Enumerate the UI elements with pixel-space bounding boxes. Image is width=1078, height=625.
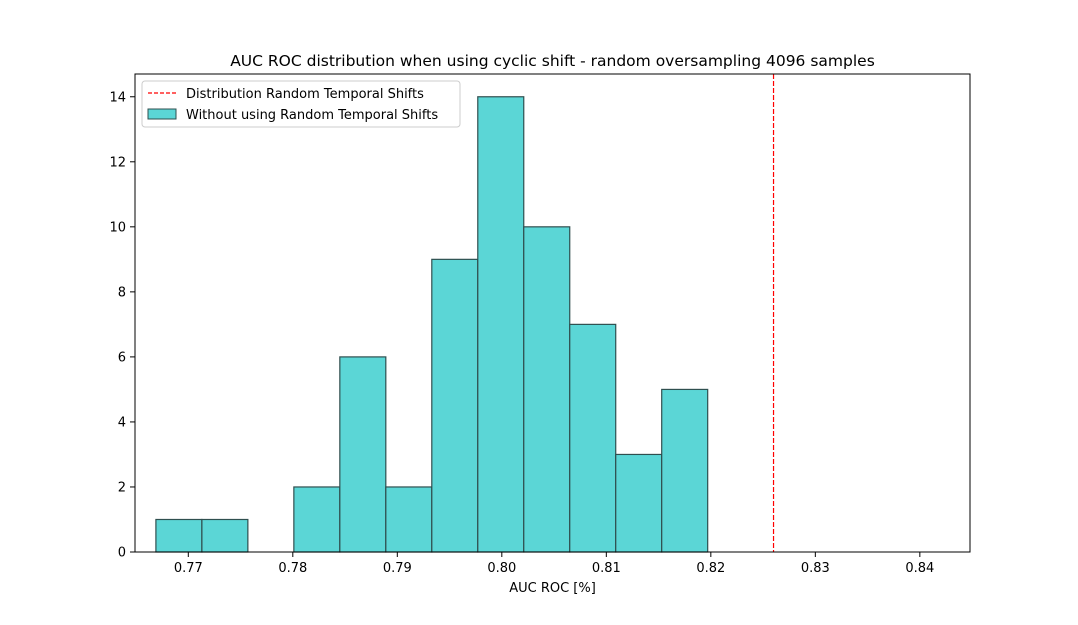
histogram-bar (523, 226, 571, 553)
legend-label-histogram: Without using Random Temporal Shifts (186, 108, 438, 123)
y-tick-label: 12 (109, 155, 126, 170)
x-tick-label: 0.83 (801, 561, 830, 576)
y-tick-label: 0 (118, 546, 126, 561)
x-tick-label: 0.78 (278, 561, 307, 576)
y-axis-ticks: 0 2 4 6 8 10 12 14 (109, 90, 135, 561)
x-tick-label: 0.81 (592, 561, 621, 576)
x-axis-ticks: 0.77 0.78 0.79 0.80 0.81 0.82 0.83 0.84 (174, 552, 934, 576)
histogram-bar (431, 258, 479, 553)
legend: Distribution Random Temporal Shifts With… (141, 80, 461, 128)
histogram-bar (155, 518, 203, 553)
x-axis-label: AUC ROC [%] (509, 581, 596, 596)
legend-bar-swatch (147, 108, 177, 120)
x-tick-label: 0.84 (905, 561, 934, 576)
legend-label-reference-line: Distribution Random Temporal Shifts (186, 87, 424, 102)
histogram-bar (477, 96, 525, 553)
histogram-bar (201, 518, 249, 553)
x-tick-label: 0.77 (174, 561, 203, 576)
legend-box (141, 80, 461, 128)
y-tick-label: 2 (118, 480, 126, 495)
y-tick-label: 10 (109, 220, 126, 235)
x-tick-label: 0.80 (487, 561, 516, 576)
x-tick-label: 0.82 (696, 561, 725, 576)
histogram-bar (339, 356, 387, 553)
histogram-bar (569, 323, 617, 553)
x-tick-label: 0.79 (383, 561, 412, 576)
histogram-bar (661, 388, 709, 553)
y-tick-label: 8 (118, 285, 126, 300)
histogram-bar (385, 486, 433, 553)
chart-title: AUC ROC distribution when using cyclic s… (230, 52, 875, 70)
y-tick-label: 6 (118, 350, 126, 365)
histogram-bar (293, 486, 341, 553)
y-tick-label: 4 (118, 415, 126, 430)
histogram-bar (615, 453, 663, 553)
bars-layer (155, 96, 709, 553)
y-tick-label: 14 (109, 90, 126, 105)
axes-frame (134, 73, 971, 553)
